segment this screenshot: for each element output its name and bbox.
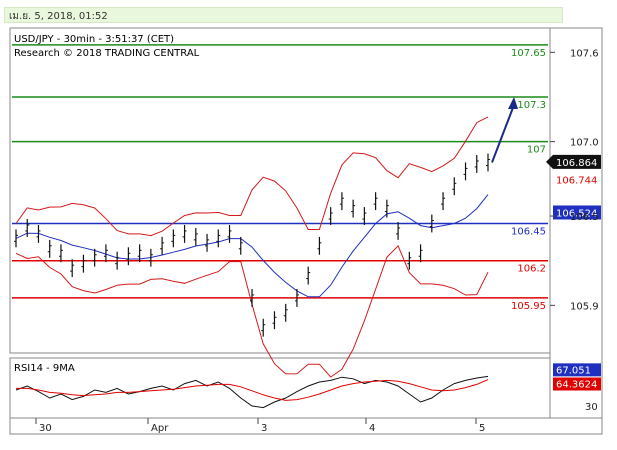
price-tag-pointer-0	[546, 154, 553, 169]
level-label-2: 107	[527, 145, 546, 156]
price-tag-label-2: 106.524	[556, 208, 597, 219]
y-axis-ticks: 107.6 107.0 106.5 105.9 30	[550, 48, 599, 413]
x-axis-ticks: 30 Apr 3 4 5	[35, 418, 485, 434]
rsi-series-0	[15, 375, 489, 409]
forecast-arrow-shaft	[491, 104, 515, 163]
x-tick-label-0: 30	[39, 423, 52, 434]
rsi-tag-label-1: 64.3624	[556, 380, 597, 391]
rsi-series-1	[16, 379, 489, 401]
level-label-4: 106.2	[517, 264, 546, 275]
rsi-tag-label-0: 67.051	[556, 365, 591, 376]
price-bars	[14, 153, 490, 337]
timestamp-field: เม.ย. 5, 2018, 01:52	[4, 7, 563, 23]
rsi-y-tick-label-0: 30	[585, 402, 598, 413]
price-tag-bg-1	[553, 172, 601, 187]
upper-band	[15, 116, 489, 237]
y-tick-label-2: 106.5	[570, 212, 599, 223]
price-tags: 106.864 106.744 106.524	[546, 154, 601, 220]
chart-title: USD/JPY - 30min - 3:51:37 (CET)	[14, 34, 174, 45]
rsi-tag-bg-1	[553, 377, 601, 391]
forecast-arrow	[491, 96, 518, 163]
price-tag-bg-2	[553, 205, 601, 220]
rsi-tag-bg-0	[553, 363, 601, 377]
timestamp-text: เม.ย. 5, 2018, 01:52	[9, 11, 108, 22]
x-axis-panel	[9, 417, 603, 435]
price-tag-label-1: 106.744	[556, 176, 597, 187]
x-tick-label-1: Apr	[151, 423, 169, 434]
y-tick-label-3: 105.9	[570, 301, 599, 312]
y-axis-panel	[549, 27, 603, 419]
x-tick-label-2: 3	[261, 423, 267, 434]
y-tick-label-0: 107.6	[570, 48, 599, 59]
price-tag-bg-0	[553, 154, 601, 169]
chart-subtitle: Research © 2018 TRADING CENTRAL	[14, 48, 200, 59]
price-panel	[9, 27, 551, 354]
rsi-panel	[9, 357, 551, 419]
rsi-lines: 67.051 64.3624	[15, 363, 601, 409]
level-label-1: 107.3	[517, 100, 546, 111]
x-tick-label-4: 5	[479, 423, 485, 434]
level-label-5: 105.95	[511, 301, 546, 312]
level-label-3: 106.45	[511, 226, 546, 237]
x-tick-label-3: 4	[369, 423, 375, 434]
forecast-arrow-head	[508, 96, 518, 109]
level-lines: 107.65 107.3 107 106.45 106.2 105.95	[12, 44, 548, 312]
y-tick-label-1: 107.0	[570, 138, 599, 149]
rsi-title: RSI14 - 9MA	[14, 363, 75, 374]
price-tag-label-0: 106.864	[556, 158, 597, 169]
top-bar: เม.ย. 5, 2018, 01:52	[0, 0, 617, 23]
level-label-0: 107.65	[511, 48, 546, 59]
